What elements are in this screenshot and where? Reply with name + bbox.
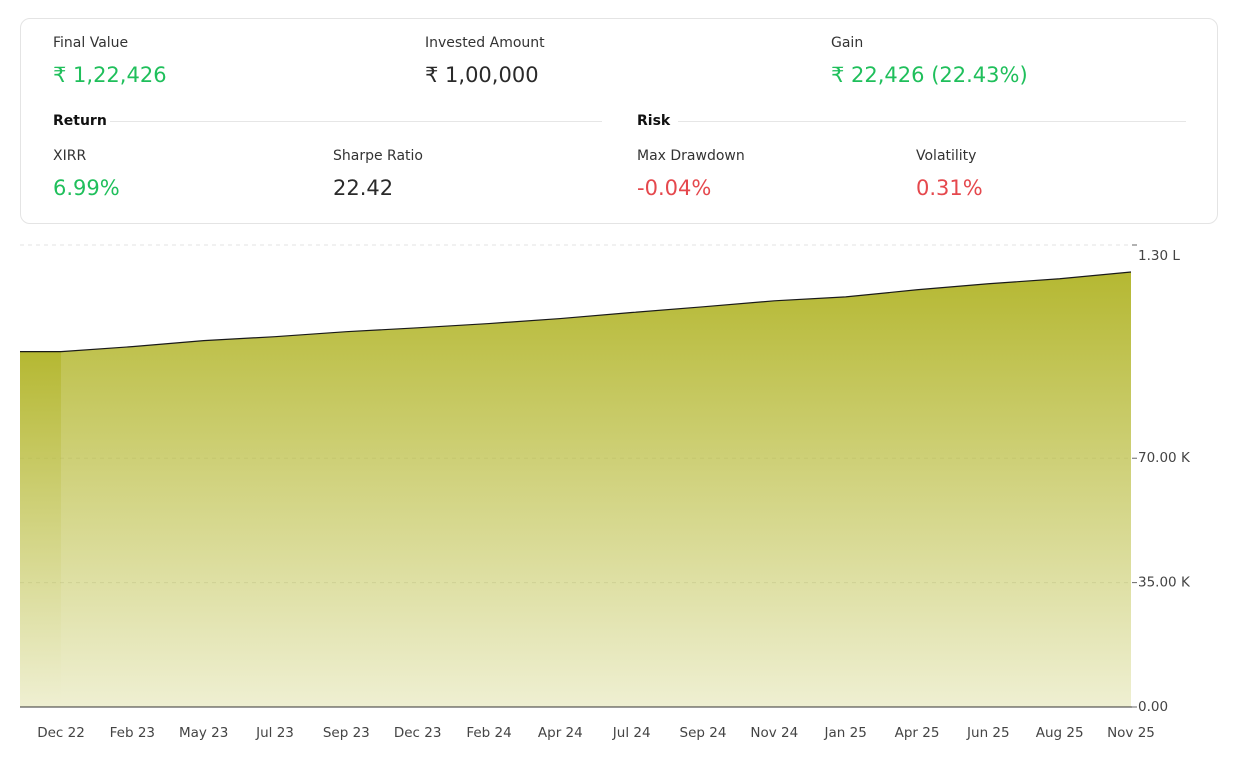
value: -0.04% [637, 176, 712, 200]
value: ₹ 22,426 (22.43%) [831, 63, 1028, 87]
value: ₹ 1,22,426 [53, 63, 167, 87]
area-lead [20, 351, 61, 707]
value: 6.99% [53, 176, 120, 200]
divider [110, 121, 602, 122]
x-tick-label: May 23 [179, 725, 228, 741]
y-tick-label: 35.00 K [1138, 575, 1191, 591]
x-tick-label: Apr 25 [895, 725, 940, 741]
x-tick-label: Dec 22 [37, 725, 85, 741]
label: Volatility [916, 148, 977, 164]
section-title: Return [53, 113, 107, 129]
value: 0.31% [916, 176, 983, 200]
label: XIRR [53, 148, 87, 164]
x-tick-label: Jun 25 [966, 725, 1010, 741]
x-tick-label: Nov 24 [750, 725, 798, 741]
value: ₹ 1,00,000 [425, 63, 539, 87]
label: Gain [831, 35, 864, 51]
x-tick-label: Jul 23 [255, 725, 294, 741]
x-tick-label: Nov 25 [1107, 725, 1155, 741]
label: Sharpe Ratio [333, 148, 423, 164]
label: Final Value [53, 35, 129, 51]
label: Max Drawdown [637, 148, 745, 164]
x-tick-label: Sep 23 [323, 725, 370, 741]
line [60, 271, 1132, 353]
y-tick-label: 0.00 [1138, 699, 1168, 715]
section-title: Risk [637, 113, 671, 129]
x-tick-label: Feb 24 [466, 725, 511, 741]
y-tick-label: 70.00 K [1138, 450, 1191, 466]
x-tick-label: Jul 24 [612, 725, 651, 741]
summary-card [20, 18, 1218, 224]
x-tick-label: Feb 23 [110, 725, 155, 741]
x-tick-label: Apr 24 [538, 725, 583, 741]
x-tick-label: Jan 25 [824, 725, 867, 741]
value: 22.42 [333, 176, 394, 200]
y-tick-label: 1.30 L [1138, 248, 1180, 264]
x-tick-label: Aug 25 [1036, 725, 1084, 741]
x-tick-label: Dec 23 [394, 725, 442, 741]
label: Invested Amount [425, 35, 545, 51]
divider [678, 121, 1186, 122]
x-tick-label: Sep 24 [680, 725, 727, 741]
area [61, 272, 1131, 707]
